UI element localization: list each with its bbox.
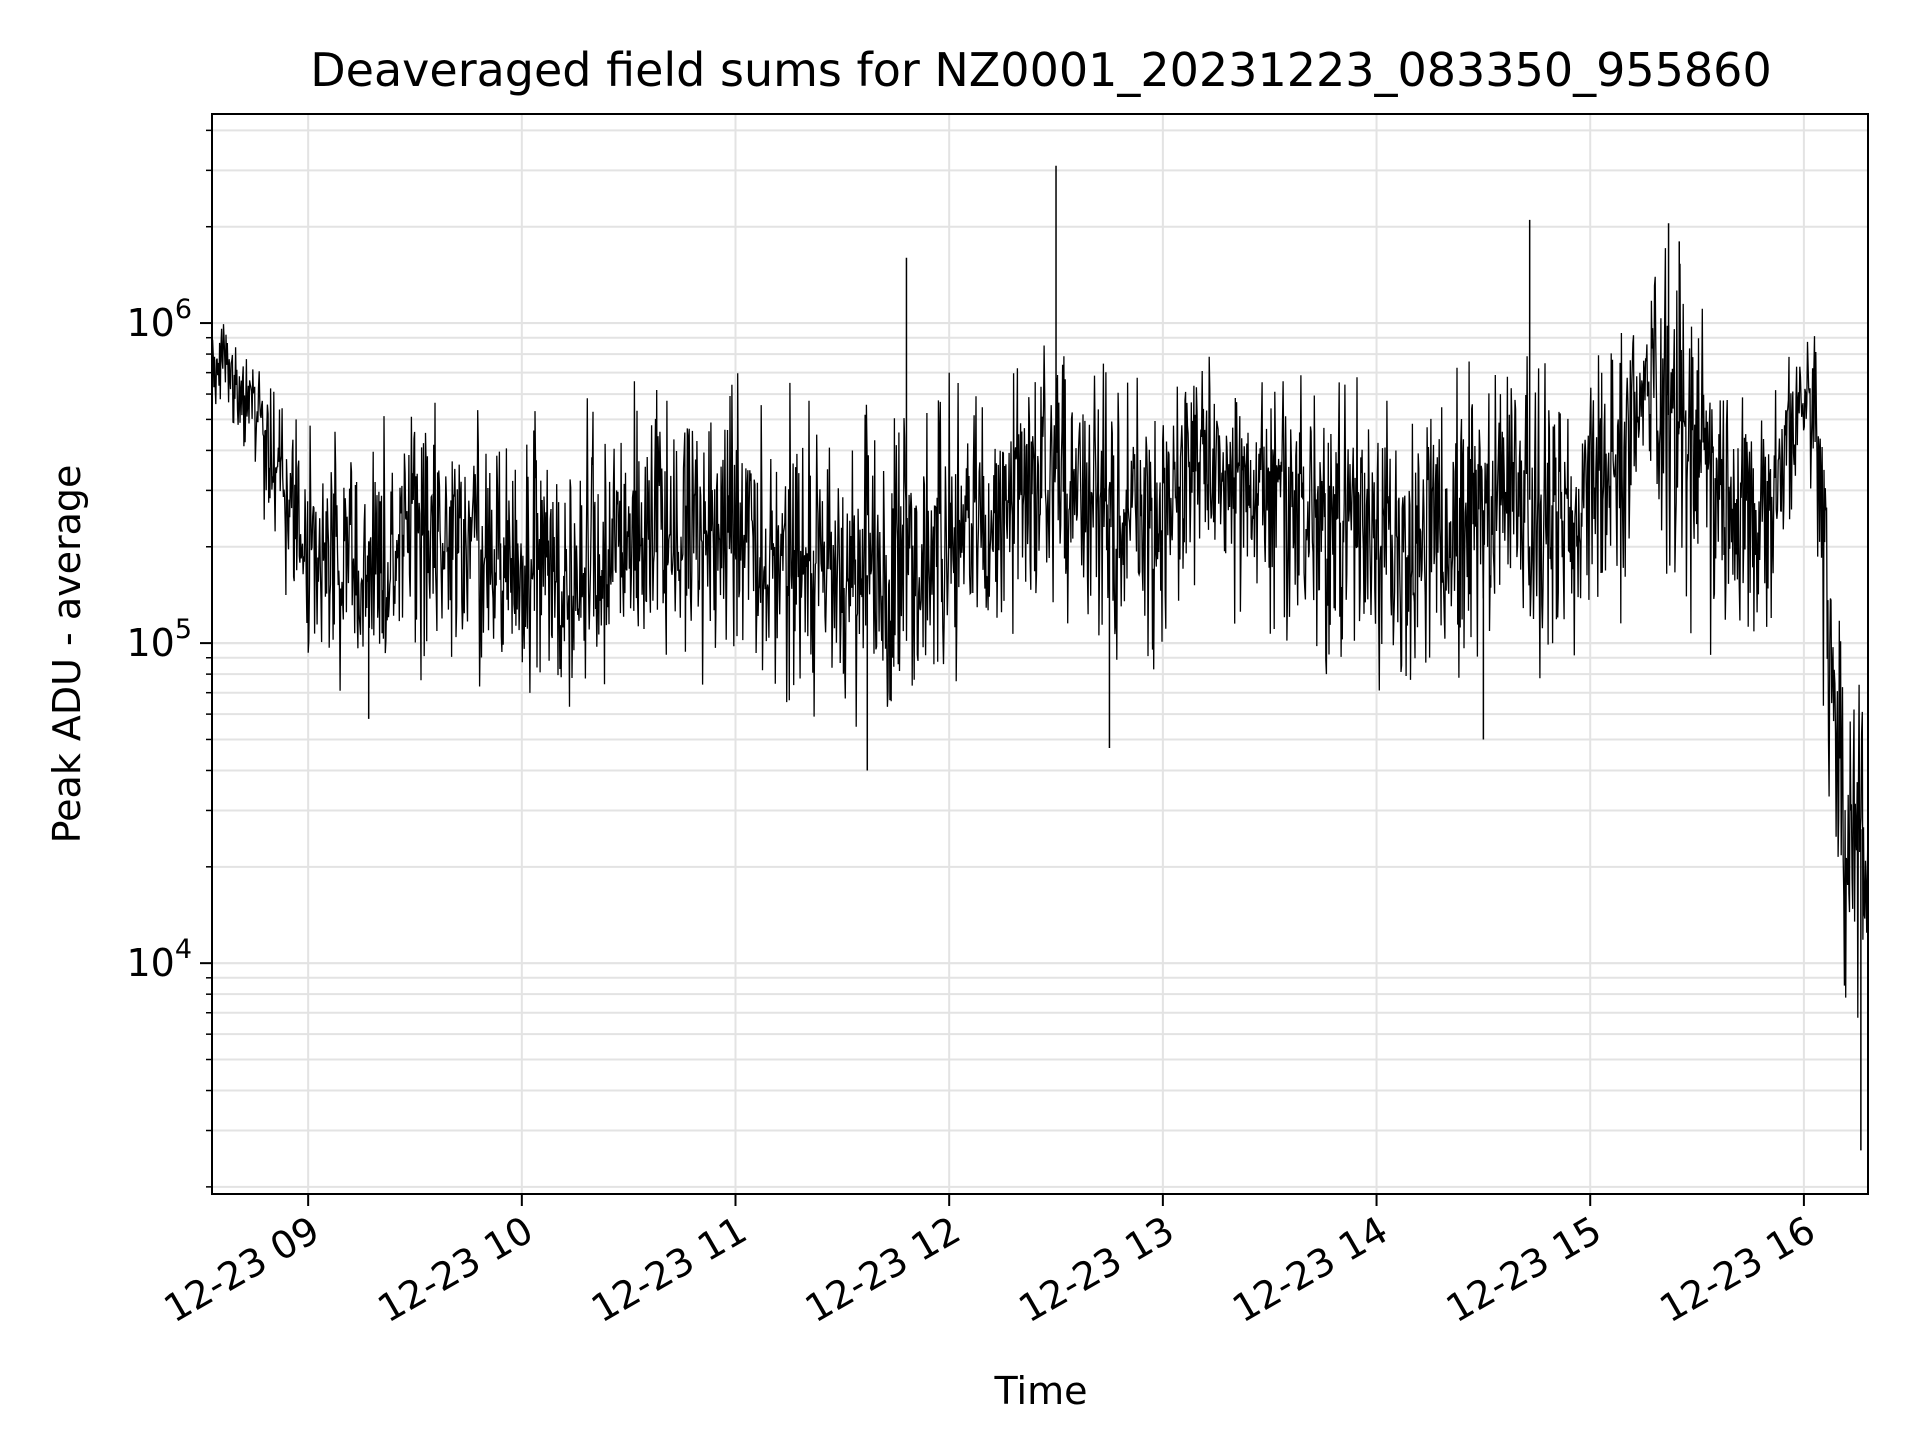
series-line	[211, 165, 1869, 1151]
plot-frame	[211, 113, 1869, 1195]
x-axis-label: Time	[994, 1369, 1088, 1413]
series-path	[211, 248, 1869, 1018]
chart-title: Deaveraged field sums for NZ0001_2023122…	[310, 43, 1771, 97]
y-tick-label: 104	[126, 934, 192, 985]
y-axis-label: Peak ADU - average	[45, 465, 89, 844]
y-tick-label: 106	[126, 294, 192, 345]
y-tick-label: 105	[126, 614, 192, 665]
y-axis-ticks: 104 105 106	[126, 129, 212, 1188]
